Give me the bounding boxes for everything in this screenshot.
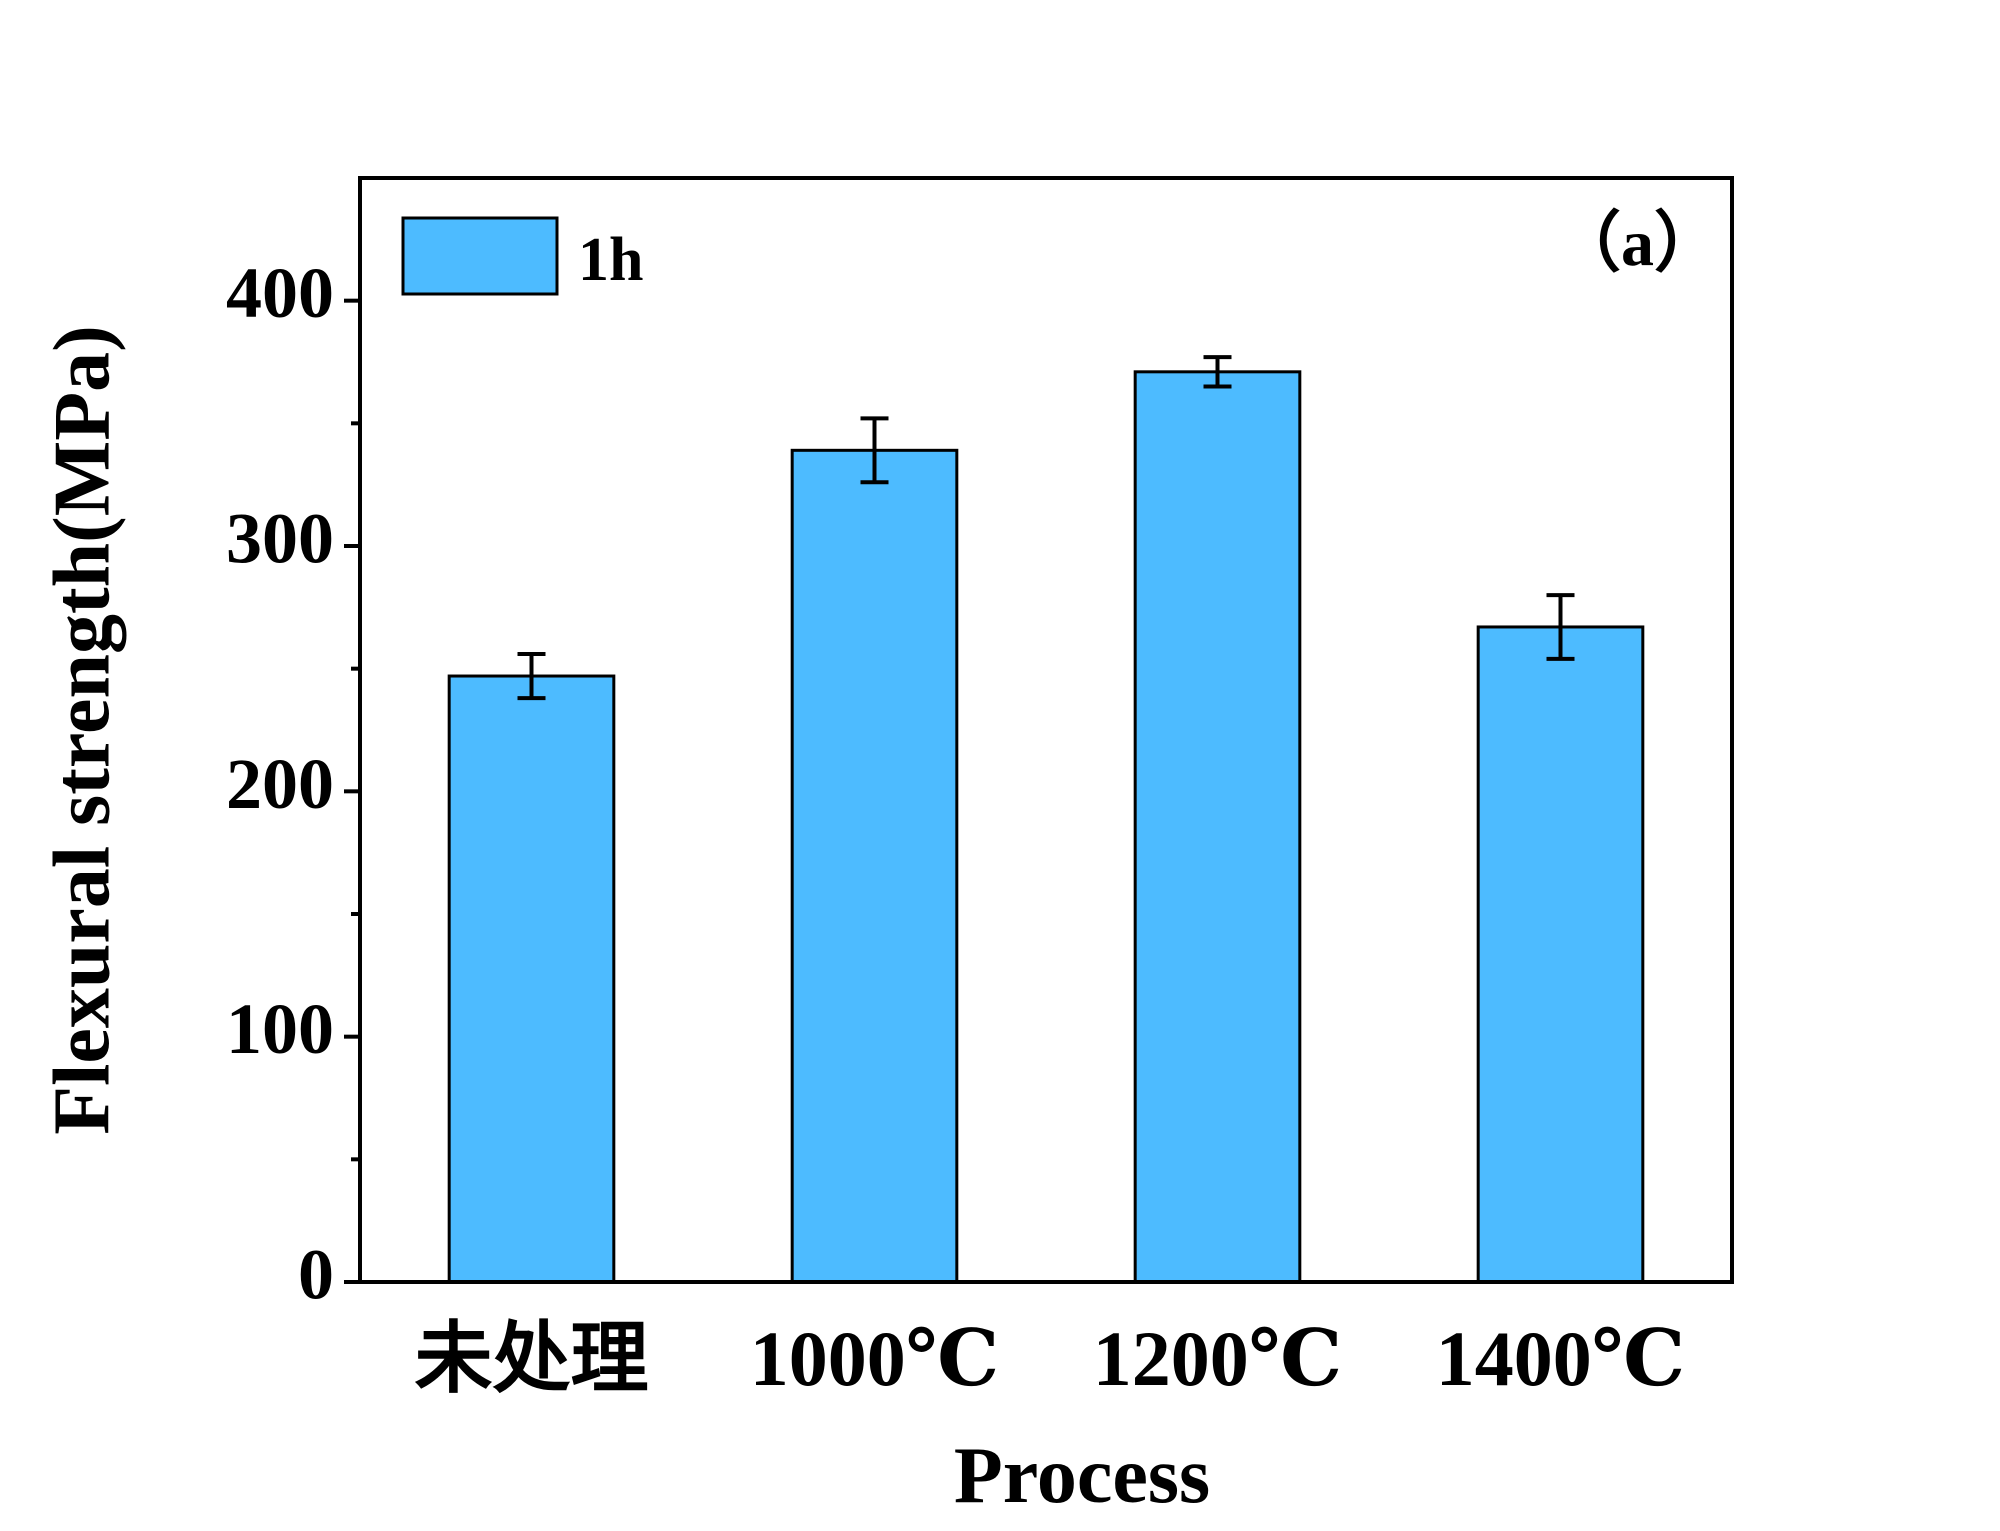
legend-label: 1h [578, 226, 643, 294]
x-tick-label-0: 未处理 [414, 1315, 648, 1402]
legend-swatch [401, 216, 559, 296]
x-axis-title: Process [954, 1432, 1210, 1520]
x-tick-label-1: 1000℃ [750, 1315, 999, 1402]
y-tick-label-4: 400 [226, 253, 334, 333]
bar-1 [790, 448, 959, 1284]
x-tick-label-3: 1400℃ [1436, 1315, 1685, 1402]
bar-0 [447, 674, 616, 1284]
y-tick-label-0: 0 [298, 1235, 334, 1315]
plot-frame [358, 176, 1734, 1284]
y-tick-label-3: 300 [226, 499, 334, 579]
bar-2 [1133, 370, 1302, 1284]
error-bars-layer [517, 355, 1575, 701]
bars-layer [447, 370, 1645, 1284]
panel-label: （a） [1555, 206, 1720, 280]
y-tick-label-1: 100 [226, 989, 334, 1069]
y-ticks-layer: 0 100 200 300 400 [226, 253, 360, 1315]
y-tick-label-2: 200 [226, 744, 334, 824]
legend: 1h [401, 216, 643, 296]
x-tick-label-2: 1200℃ [1093, 1315, 1342, 1402]
y-axis-title: Flexural strength(MPa) [38, 325, 126, 1134]
x-labels-layer: 未处理 1000℃ 1200℃ 1400℃ [414, 1315, 1685, 1402]
bar-3 [1476, 625, 1645, 1284]
